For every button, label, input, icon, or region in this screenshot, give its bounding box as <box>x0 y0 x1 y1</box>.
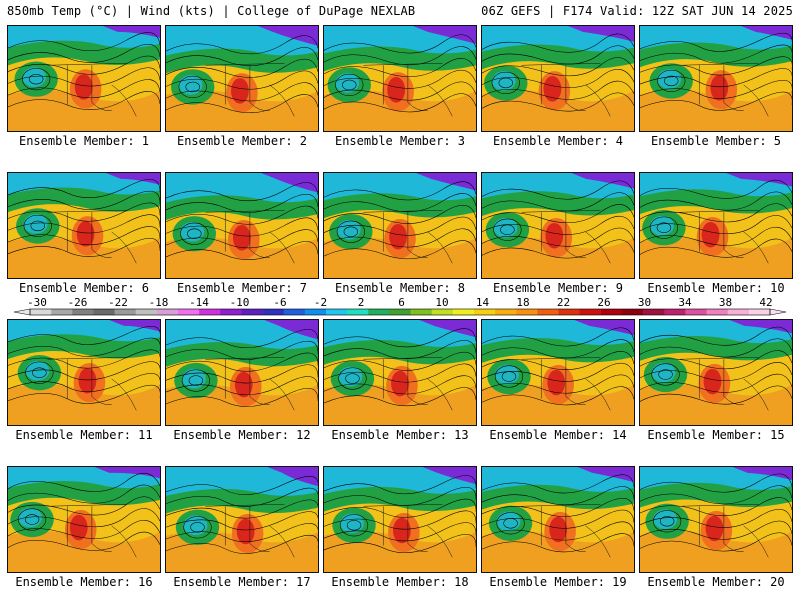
color-scale-tick-label: -6 <box>273 296 286 309</box>
ensemble-map-panel <box>639 466 793 573</box>
color-scale-segment <box>579 309 602 315</box>
color-scale-segment <box>643 309 665 315</box>
ensemble-member-label: Ensemble Member: 18 <box>331 575 469 589</box>
color-scale-tick-label: -18 <box>149 296 169 309</box>
ensemble-member-label: Ensemble Member: 14 <box>489 428 627 442</box>
color-scale-segment <box>72 309 94 315</box>
ensemble-map-panel <box>481 172 635 279</box>
color-scale-tick-label: 34 <box>678 296 692 309</box>
ensemble-map-panel <box>165 466 319 573</box>
color-scale-segment <box>304 309 327 315</box>
color-scale-tick-label: 18 <box>516 296 529 309</box>
color-scale-tick-label: 22 <box>557 296 570 309</box>
color-scale-tick-label: 14 <box>476 296 490 309</box>
color-scale-segment <box>199 309 221 315</box>
ensemble-map-panel <box>639 319 793 426</box>
scale-max-arrow <box>769 308 787 316</box>
ensemble-map-panel <box>7 466 161 573</box>
color-scale-segment <box>114 309 137 315</box>
color-scale-segment <box>537 309 559 315</box>
color-scale-tick-label: -26 <box>68 296 88 309</box>
color-scale-tick-label: -22 <box>108 296 128 309</box>
color-scale-segment <box>706 309 729 315</box>
map-title: 850mb Temp (°C) | Wind (kts) | College o… <box>7 4 416 18</box>
color-scale-tick-label: -14 <box>189 296 209 309</box>
color-scale-segment <box>220 309 242 315</box>
ensemble-member-label: Ensemble Member: 10 <box>647 281 785 295</box>
ensemble-member-label: Ensemble Member: 4 <box>492 134 624 148</box>
ensemble-map-panel <box>639 25 793 132</box>
ensemble-map-panel <box>481 25 635 132</box>
ensemble-map-panel <box>323 172 477 279</box>
ensemble-map-panel <box>7 319 161 426</box>
color-scale-tick-label: 38 <box>719 296 732 309</box>
color-scale-tick-label: -2 <box>314 296 327 309</box>
ensemble-member-label: Ensemble Member: 3 <box>334 134 466 148</box>
ensemble-member-label: Ensemble Member: 16 <box>15 575 153 589</box>
color-scale-segment <box>389 309 411 315</box>
color-scale-segment <box>30 309 52 315</box>
color-scale-segment <box>93 309 115 315</box>
ensemble-member-label: Ensemble Member: 8 <box>334 281 466 295</box>
color-scale-tick-label: 30 <box>638 296 651 309</box>
color-scale-segment <box>474 309 496 315</box>
ensemble-member-label: Ensemble Member: 19 <box>489 575 627 589</box>
color-scale-tick-label: 6 <box>398 296 405 309</box>
ensemble-member-label: Ensemble Member: 11 <box>15 428 153 442</box>
color-scale-segment <box>600 309 623 315</box>
color-scale-tick-label: 26 <box>597 296 610 309</box>
ensemble-map-panel <box>7 25 161 132</box>
ensemble-member-label: Ensemble Member: 7 <box>176 281 308 295</box>
color-scale-segment <box>347 309 369 315</box>
color-scale-segment <box>262 309 285 315</box>
color-scale-tick-label: -30 <box>27 296 47 309</box>
scale-min-arrow <box>13 308 31 316</box>
color-scale-segment <box>241 309 263 315</box>
color-scale-tick-label: 2 <box>358 296 365 309</box>
model-run-valid-time: 06Z GEFS | F174 Valid: 12Z SAT JUN 14 20… <box>481 4 793 18</box>
ensemble-map-panel <box>165 172 319 279</box>
ensemble-member-label: Ensemble Member: 12 <box>173 428 311 442</box>
ensemble-map-panel <box>165 319 319 426</box>
ensemble-map-panel <box>165 25 319 132</box>
color-scale-segment <box>368 309 390 315</box>
color-scale-segment <box>516 309 538 315</box>
color-scale-segment <box>283 309 306 315</box>
color-scale-segment <box>452 309 475 315</box>
color-scale-tick-label: 42 <box>759 296 772 309</box>
ensemble-map-panel <box>323 319 477 426</box>
color-scale-segment <box>748 309 771 315</box>
ensemble-map-panel <box>481 466 635 573</box>
color-scale-segment <box>685 309 707 315</box>
color-scale-segment <box>558 309 581 315</box>
ensemble-member-label: Ensemble Member: 6 <box>18 281 150 295</box>
ensemble-map-panel <box>323 25 477 132</box>
ensemble-map-panel <box>7 172 161 279</box>
ensemble-member-label: Ensemble Member: 1 <box>18 134 150 148</box>
color-scale-tick-label: -10 <box>230 296 250 309</box>
ensemble-map-panel <box>323 466 477 573</box>
color-scale-segment <box>727 309 750 315</box>
ensemble-member-label: Ensemble Member: 2 <box>176 134 308 148</box>
ensemble-member-label: Ensemble Member: 15 <box>647 428 785 442</box>
color-scale-segment <box>135 309 158 315</box>
ensemble-map-panel <box>639 172 793 279</box>
ensemble-member-label: Ensemble Member: 13 <box>331 428 469 442</box>
color-scale-segment <box>431 309 454 315</box>
temperature-color-scale: -30 -26 -22 -18 -14 -10 -6 -2 2 6 10 14 18 22 26 30 34 38… <box>13 296 787 316</box>
color-scale-segment <box>156 309 179 315</box>
color-scale-segment <box>326 309 348 315</box>
color-scale-segment <box>495 309 517 315</box>
ensemble-member-label: Ensemble Member: 20 <box>647 575 785 589</box>
color-scale-segment <box>622 309 644 315</box>
ensemble-map-panel <box>481 319 635 426</box>
ensemble-member-label: Ensemble Member: 5 <box>650 134 782 148</box>
ensemble-member-label: Ensemble Member: 9 <box>492 281 624 295</box>
color-scale-segment <box>664 309 686 315</box>
ensemble-member-label: Ensemble Member: 17 <box>173 575 311 589</box>
color-scale-segment <box>178 309 200 315</box>
color-scale-tick-label: 10 <box>435 296 448 309</box>
color-scale-segment <box>410 309 433 315</box>
color-scale-segment <box>51 309 73 315</box>
